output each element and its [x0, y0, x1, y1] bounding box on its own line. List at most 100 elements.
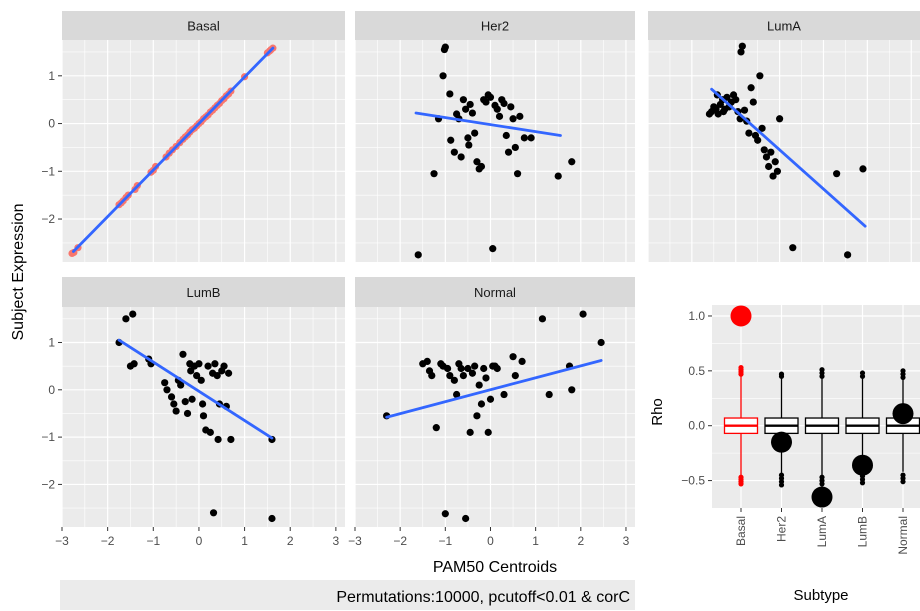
x-tick-label: 2 — [577, 534, 584, 548]
data-point — [477, 400, 486, 408]
facet-panel-her2: Her2 — [354, 11, 635, 262]
data-point — [502, 131, 510, 140]
data-point — [446, 372, 454, 380]
regression-line — [117, 338, 274, 440]
data-point — [439, 72, 447, 80]
y-axis-title: Subject Expression — [10, 204, 27, 341]
data-point — [762, 153, 771, 161]
data-point — [477, 162, 486, 171]
data-point — [723, 93, 731, 101]
facet-strip — [62, 277, 345, 307]
data-point — [468, 109, 477, 117]
y-tick-label: 0 — [48, 383, 55, 397]
y-tick-label: 1.0 — [688, 309, 705, 323]
data-point — [509, 353, 517, 361]
data-point — [475, 381, 483, 389]
outlier-point — [778, 371, 785, 377]
data-point — [430, 170, 438, 178]
facet-strip-label: Normal — [474, 285, 516, 300]
facet-panel-luma: LumA — [647, 11, 920, 262]
x-axis-title: PAM50 Centroids — [433, 559, 557, 576]
observed-rho-point — [852, 454, 873, 476]
data-point — [414, 251, 422, 259]
caption-bar — [60, 580, 635, 610]
data-point — [198, 400, 207, 408]
y-tick-label: −2 — [41, 477, 55, 491]
data-point — [220, 362, 228, 370]
data-point — [738, 42, 746, 50]
data-point — [833, 170, 841, 178]
data-point — [480, 364, 488, 373]
data-point — [177, 381, 185, 389]
x-tick-label: Normal — [896, 516, 910, 555]
panel-background — [62, 40, 345, 262]
data-point — [776, 115, 784, 123]
outlier-point — [778, 482, 785, 488]
data-point — [859, 165, 867, 173]
data-point — [459, 372, 467, 380]
data-point — [428, 372, 436, 380]
data-point — [486, 93, 495, 101]
regression-line — [385, 359, 603, 419]
outlier-point — [859, 370, 866, 376]
x-tick-label: Her2 — [775, 516, 789, 542]
box-her2 — [764, 371, 799, 488]
regression-line — [710, 87, 867, 228]
data-point — [473, 412, 481, 420]
data-point — [504, 148, 513, 156]
data-point — [767, 148, 775, 156]
y-tick-label: 1 — [48, 335, 55, 349]
y-tick-label: 0.0 — [688, 419, 705, 433]
facet-strip-label: LumB — [187, 285, 221, 300]
data-point — [163, 386, 171, 394]
observed-rho-point — [811, 486, 833, 508]
data-point — [447, 136, 455, 144]
outlier-point — [819, 367, 825, 373]
data-point — [756, 72, 764, 80]
data-point — [773, 167, 782, 175]
facet-panel-basal: Basal −2 −1 0 1 — [41, 11, 345, 262]
facet-strip — [62, 11, 345, 40]
data-point — [747, 84, 755, 92]
regression-line — [72, 46, 275, 253]
facet-panel-lumb: LumB −2 −1 0 1 −3 −2 −1 0 1 2 3 — [41, 277, 345, 548]
data-point — [473, 158, 481, 166]
x-tick-label: 3 — [623, 534, 630, 548]
data-point — [129, 310, 137, 318]
observed-rho-point — [771, 431, 792, 453]
data-point — [170, 400, 178, 408]
data-point — [211, 360, 219, 368]
panel-background — [355, 40, 635, 262]
data-point — [471, 129, 479, 137]
data-point — [268, 514, 276, 523]
box-basal — [723, 305, 759, 487]
facet-panel-normal: Normal −3 −2 −1 0 1 2 3 — [348, 277, 635, 548]
panel-background — [648, 40, 920, 262]
data-point — [195, 360, 203, 368]
data-point — [206, 428, 214, 436]
data-point — [441, 510, 449, 518]
data-point — [227, 435, 235, 444]
data-point — [465, 141, 473, 149]
data-point — [482, 98, 490, 106]
data-point — [450, 376, 458, 384]
data-point — [468, 369, 477, 377]
data-point — [769, 172, 777, 180]
data-point — [464, 364, 472, 373]
data-point — [495, 112, 504, 120]
data-point — [446, 90, 454, 98]
x-tick-label: −2 — [101, 534, 115, 548]
box-luma — [804, 367, 840, 508]
data-point — [193, 372, 201, 380]
data-point — [789, 244, 797, 252]
data-point — [745, 129, 753, 137]
data-point — [450, 148, 458, 156]
data-point — [197, 376, 205, 384]
data-point — [179, 350, 187, 358]
data-point — [462, 105, 470, 113]
data-point — [167, 393, 176, 401]
x-tick-label: 1 — [241, 534, 248, 548]
facet-strip-label: Her2 — [481, 19, 509, 34]
x-tick-label: 2 — [287, 534, 294, 548]
data-point — [471, 362, 479, 370]
